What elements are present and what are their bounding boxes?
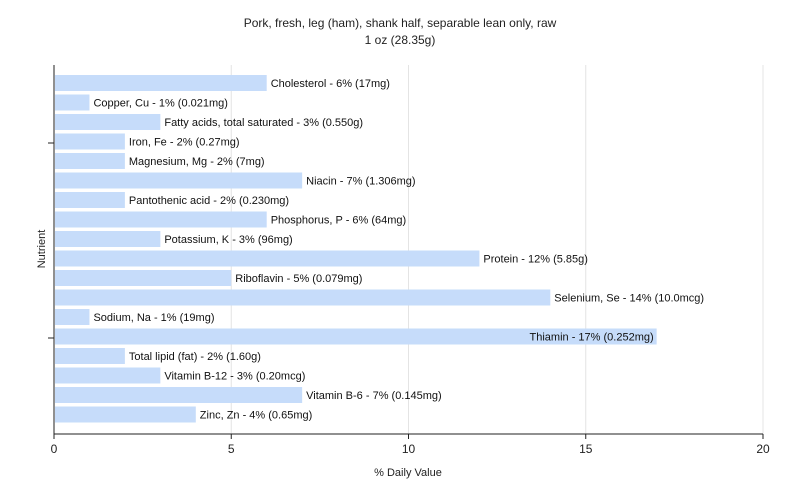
x-axis-label: % Daily Value — [374, 467, 442, 479]
bar-label: Phosphorus, P - 6% (64mg) — [271, 215, 407, 227]
x-tick-label: 15 — [579, 442, 593, 456]
bar — [55, 406, 196, 423]
bar-label: Potassium, K - 3% (96mg) — [164, 234, 292, 246]
x-tick-label: 20 — [756, 442, 770, 456]
bar-label: Copper, Cu - 1% (0.021mg) — [93, 98, 228, 110]
grid-lines — [230, 65, 764, 434]
bar-label: Fatty acids, total saturated - 3% (0.550… — [164, 117, 363, 129]
bar — [55, 114, 161, 130]
bar-label: Pantothenic acid - 2% (0.230mg) — [129, 195, 289, 207]
bar-label: Cholesterol - 6% (17mg) — [271, 78, 390, 90]
x-tick-label: 0 — [51, 442, 58, 456]
bar — [55, 289, 551, 306]
bar-label: Selenium, Se - 14% (10.0mcg) — [554, 293, 704, 305]
bar-label: Total lipid (fat) - 2% (1.60g) — [129, 351, 261, 363]
x-tick-label: 10 — [402, 442, 416, 456]
bar — [55, 231, 161, 247]
chart-subtitle: 1 oz (28.35g) — [365, 33, 436, 47]
bar-label: Magnesium, Mg - 2% (7mg) — [129, 156, 265, 168]
bar — [55, 192, 125, 208]
bar — [55, 348, 125, 364]
y-axis-label: Nutrient — [36, 230, 48, 269]
bar — [55, 328, 657, 345]
bar-label: Niacin - 7% (1.306mg) — [306, 176, 415, 188]
bar — [55, 387, 303, 403]
chart-title: Pork, fresh, leg (ham), shank half, sepa… — [244, 16, 557, 30]
bar — [55, 153, 125, 169]
bar-label: Riboflavin - 5% (0.079mg) — [235, 273, 362, 285]
bar — [55, 94, 90, 111]
bars: Cholesterol - 6% (17mg) Copper, Cu - 1% (… — [55, 75, 704, 423]
bar-label: Sodium, Na - 1% (19mg) — [93, 312, 214, 324]
bar — [55, 270, 232, 286]
bar — [55, 172, 303, 189]
bar-label: Zinc, Zn - 4% (0.65mg) — [200, 410, 312, 422]
bar — [55, 75, 267, 91]
bar-label: Thiamin - 17% (0.252mg) — [530, 332, 654, 344]
bar-label: Vitamin B-12 - 3% (0.20mcg) — [164, 371, 305, 383]
bar — [55, 211, 267, 228]
bar-label: Vitamin B-6 - 7% (0.145mg) — [306, 390, 442, 402]
bar — [55, 309, 90, 325]
bar-label: Protein - 12% (5.85g) — [483, 254, 588, 266]
bar — [55, 250, 480, 267]
bar — [55, 367, 161, 384]
x-axis-ticks: 0 5 10 15 20 — [51, 434, 770, 456]
bar — [55, 133, 125, 150]
bar-label: Iron, Fe - 2% (0.27mg) — [129, 137, 240, 149]
x-tick-label: 5 — [228, 442, 235, 456]
